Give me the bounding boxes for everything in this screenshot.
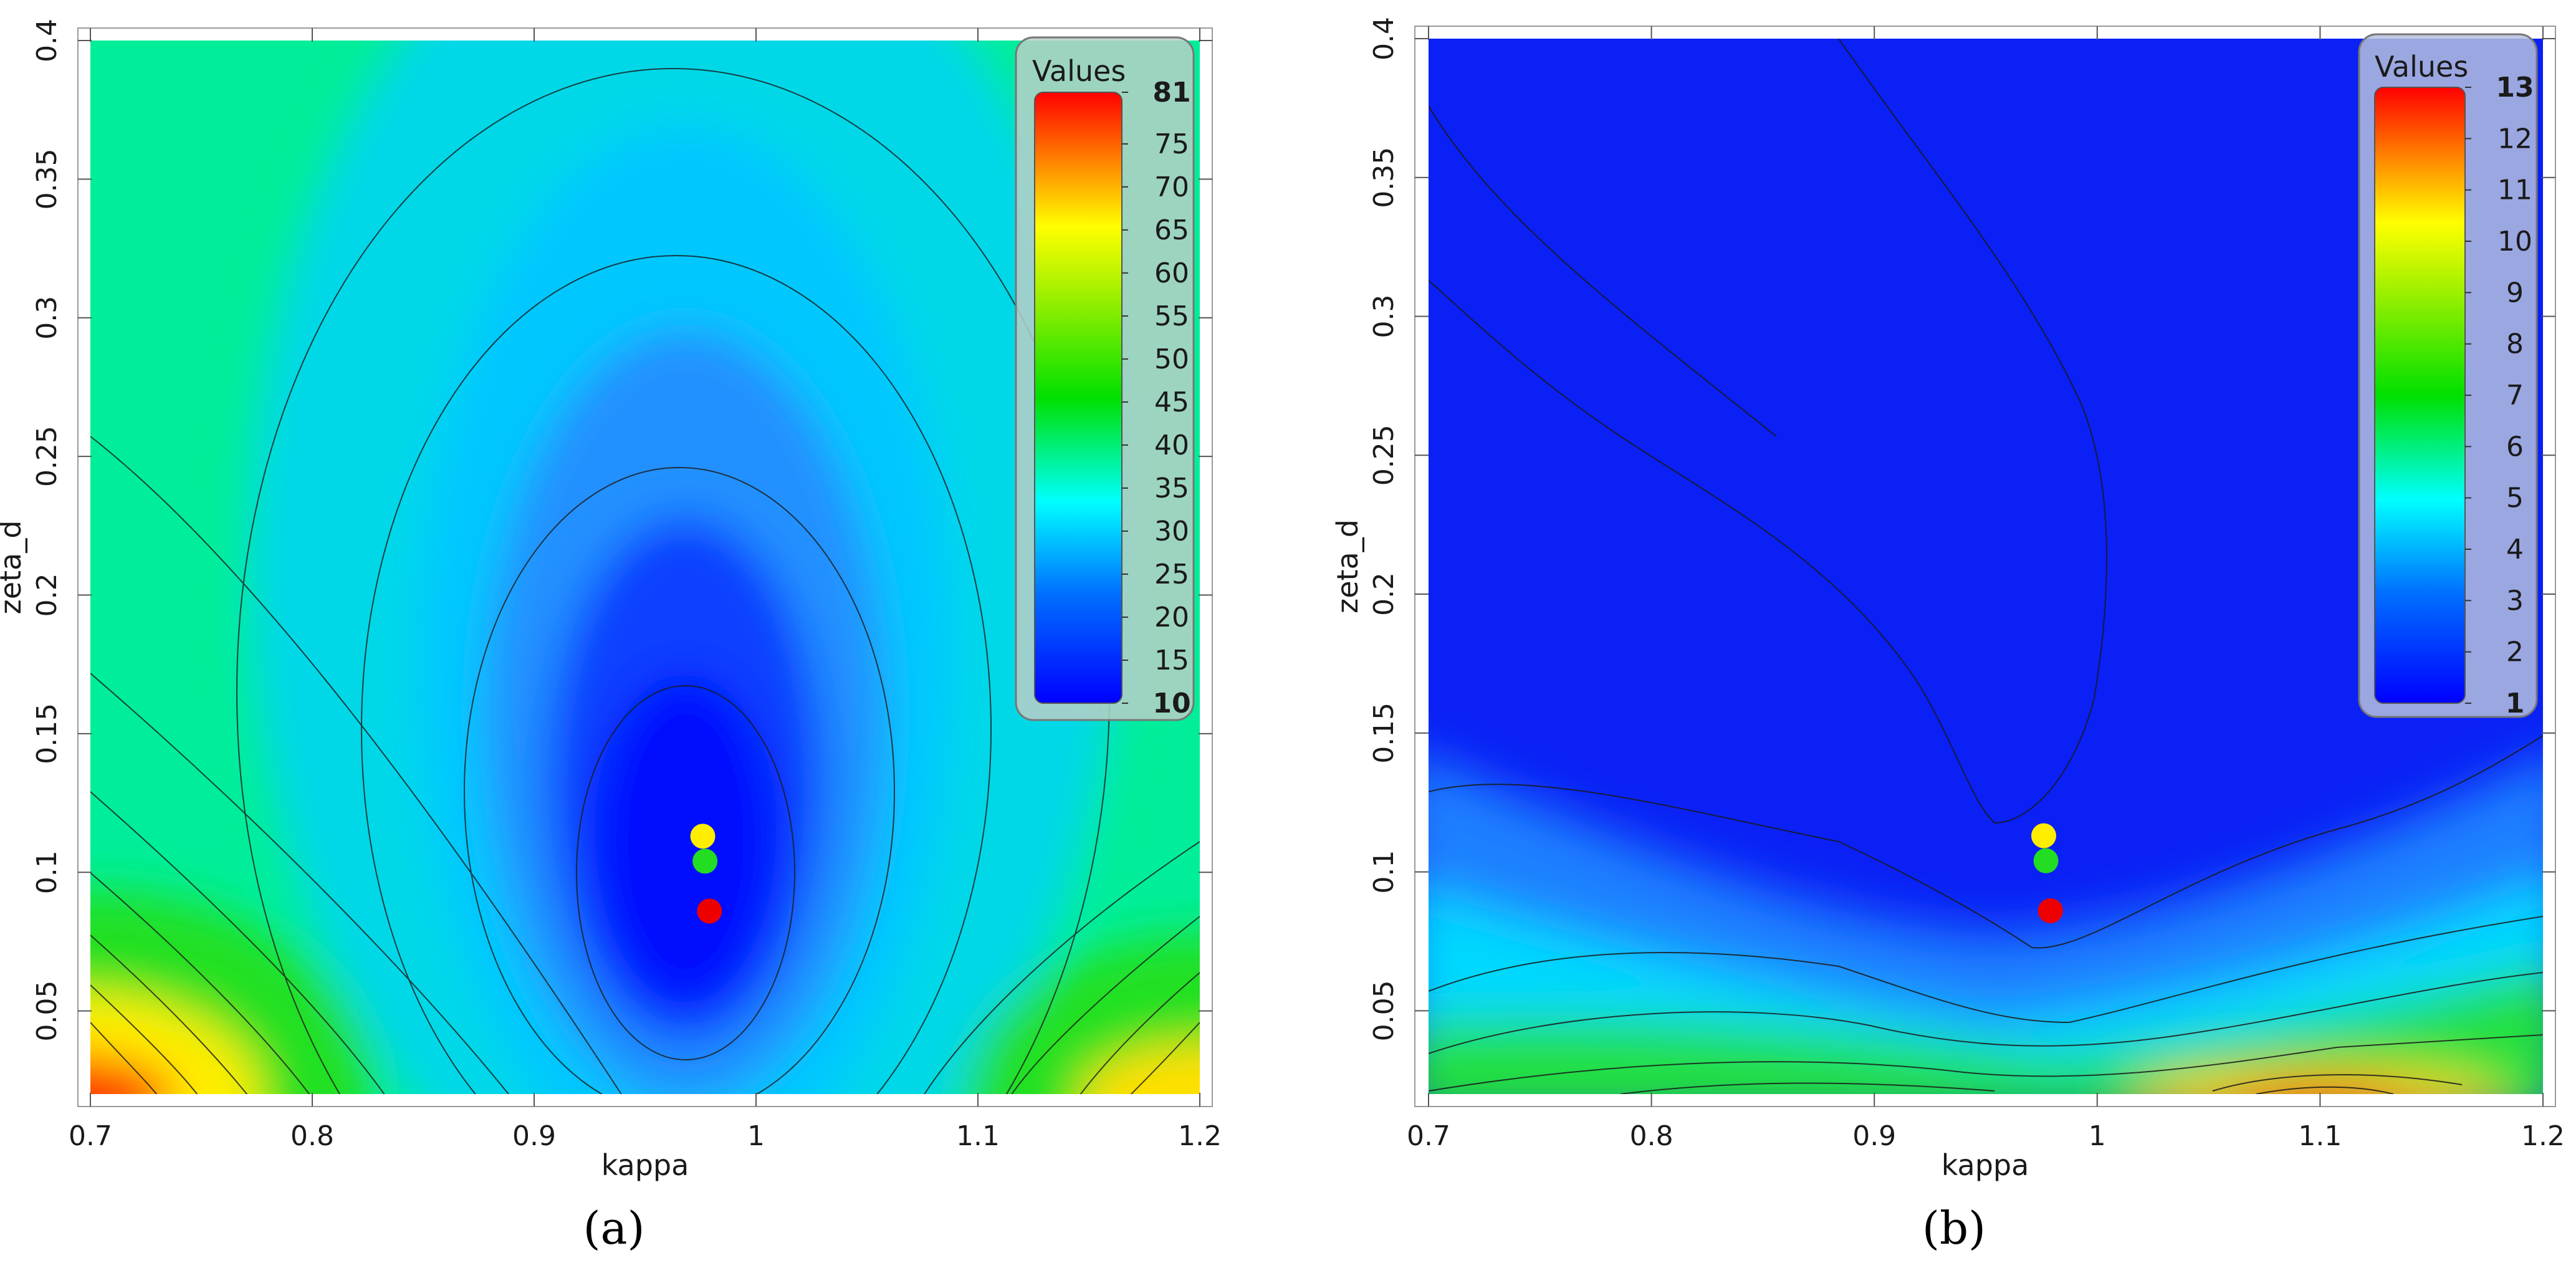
legend-tick-label: 70 [1154,171,1189,203]
legend-tick-label: 12 [2497,123,2532,155]
marker-point [697,898,722,924]
x-tick-label: 1 [2089,1120,2106,1152]
marker-point [2033,848,2059,873]
x-tick-label: 1 [747,1120,765,1152]
y-tick-label: 0.4 [1368,17,1400,60]
y-tick-label: 0.3 [1368,295,1400,339]
legend-title-a: Values [1032,54,1126,88]
plot-frame-b [1414,26,2556,1107]
legend-tick-label: 10 [1152,688,1190,719]
y-tick-label: 0.15 [31,703,63,764]
colorbar-b [2374,87,2466,704]
legend-tick-label: 4 [2506,534,2524,565]
marker-point [2037,898,2063,923]
caption-b: (b) [1922,1202,1986,1254]
y-tick-label: 0.05 [1368,980,1400,1041]
legend-tick-label: 11 [2497,175,2532,206]
legend-tick-label: 5 [2506,483,2524,514]
legend-title-b: Values [2375,50,2468,84]
legend-tick-label: 75 [1154,128,1189,160]
y-tick-label: 0.25 [1368,425,1400,486]
y-tick-label: 0.3 [31,296,63,340]
y-axis-label: zeta_d [0,521,27,615]
legend-tick-label: 1 [2506,688,2525,719]
legend-tick-label: 9 [2506,277,2524,309]
x-axis-label: kappa [601,1148,689,1182]
x-axis-label: kappa [1942,1148,2029,1182]
y-tick-label: 0.15 [1368,703,1400,764]
legend-tick-label: 8 [2506,329,2524,360]
colorbar-a [1034,92,1123,704]
y-axis-label: zeta_d [1331,519,1364,613]
legend-tick-label: 13 [2496,72,2534,103]
legend-tick-label: 7 [2506,380,2524,411]
y-tick-label: 0.1 [1368,850,1400,894]
marker-point [690,824,716,849]
legend-tick-label: 30 [1154,516,1189,547]
x-tick-label: 0.8 [1630,1120,1673,1152]
panel-a: 0.7 0.8 0.9 1 1.1 1.2 0.05 0.1 0.15 0.2 0.25 0.3 0.3… [0,19,1222,1182]
heatmap-surface-b [1429,39,2543,1094]
legend-tick-label: 20 [1154,602,1189,633]
x-tick-label: 1.1 [2298,1120,2342,1152]
y-tick-label: 0.4 [31,19,63,62]
legend-tick-label: 60 [1154,257,1189,289]
legend-tick-label: 81 [1152,77,1190,108]
legend-b: Values 13 2 3 4 5 6 7 8 9 10 11 12 1 [2358,33,2538,719]
legend-tick-label: 35 [1154,473,1189,504]
x-tick-label: 1.2 [2521,1120,2565,1152]
legend-tick-label: 6 [2506,431,2524,463]
x-tick-label: 0.9 [1852,1120,1896,1152]
legend-tick-label: 10 [2497,226,2532,257]
y-tick-label: 0.35 [31,148,63,209]
y-tick-label: 0.05 [31,981,63,1042]
x-tick-label: 0.8 [290,1120,334,1152]
legend-tick-label: 50 [1154,343,1189,375]
x-tick-label: 0.9 [512,1120,556,1152]
legend-tick-label: 40 [1154,430,1189,461]
legend-tick-label: 45 [1154,387,1189,418]
y-tick-label: 0.25 [31,426,63,487]
y-tick-label: 0.35 [1368,147,1400,208]
legend-tick-label: 25 [1154,559,1189,590]
x-tick-label: 1.1 [956,1120,1000,1152]
marker-point [692,848,718,874]
legend-tick-label: 3 [2506,585,2524,617]
y-tick-label: 0.2 [1368,572,1400,616]
plot-frame-a [77,27,1213,1107]
caption-a: (a) [583,1202,644,1254]
legend-tick-label: 15 [1154,645,1189,676]
legend-tick-label: 2 [2506,636,2524,668]
y-tick-label: 0.1 [31,850,63,894]
legend-tick-label: 65 [1154,214,1189,246]
legend-tick-label: 55 [1154,300,1189,332]
x-tick-label: 0.7 [1407,1120,1450,1152]
marker-point [2031,823,2056,848]
x-tick-label: 1.2 [1178,1120,1222,1152]
legend-a: Values 81 15 20 25 30 35 40 45 50 55 60 65 70 75 10 [1015,36,1195,721]
y-tick-label: 0.2 [31,573,63,617]
heatmap-surface-a [90,41,1200,1094]
x-tick-label: 0.7 [69,1120,112,1152]
panel-b: 0.7 0.8 0.9 1 1.1 1.2 0.05 0.1 0.15 0.2 0.25 0.3 0.3… [1331,17,2565,1182]
